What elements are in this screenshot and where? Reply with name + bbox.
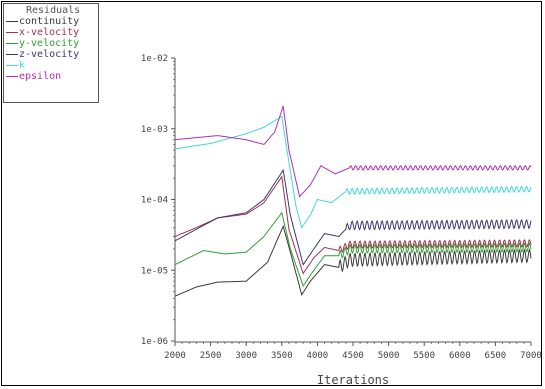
legend-label: x-velocity [19,27,80,38]
x-tick-label: 3500 [271,351,293,361]
legend-item: continuity [6,16,79,27]
x-tick-label: 4000 [307,351,329,361]
x-tick-label: 6000 [449,351,471,361]
legend-item: y-velocity [6,38,79,49]
y-tick-label: 1e-05 [141,266,168,276]
legend-title: Residuals [26,5,81,16]
legend-swatch [6,43,18,44]
legend-item: z-velocity [6,49,79,60]
x-tick-label: 4500 [342,351,364,361]
y-tick-label: 1e-02 [141,54,168,64]
x-tick-label: 6500 [485,351,507,361]
series-line-y-velocity [174,211,532,287]
series-line-continuity [174,224,532,297]
legend-item: k [6,60,25,71]
legend-swatch [6,32,18,33]
legend-label: continuity [19,16,80,27]
y-tick-label: 1e-06 [141,337,168,347]
series-line-k [174,115,532,229]
y-tick-label: 1e-04 [141,196,168,206]
x-tick-label: 5000 [378,351,400,361]
legend-swatch [6,21,18,22]
series-line-z-velocity [174,168,532,266]
x-axis-title: Iterations [317,373,389,387]
legend-swatch [6,76,18,77]
y-tick-label: 1e-03 [141,125,168,135]
x-tick-label: 2000 [164,351,186,361]
x-tick-label: 3000 [235,351,257,361]
legend-swatch [6,54,18,55]
legend-swatch [6,65,18,66]
series-line-x-velocity [174,175,532,275]
x-tick-label: 7000 [520,351,542,361]
legend-item: x-velocity [6,27,79,38]
legend-label: z-velocity [19,49,80,60]
legend: Residuals continuity x-velocity y-velocity… [3,3,99,103]
x-tick-label: 5500 [413,351,435,361]
legend-item: epsilon [6,71,61,82]
legend-label: epsilon [19,71,62,82]
legend-label: y-velocity [19,38,80,49]
x-tick-label: 2500 [200,351,222,361]
series-line-epsilon [174,105,532,198]
legend-label: k [19,60,26,71]
